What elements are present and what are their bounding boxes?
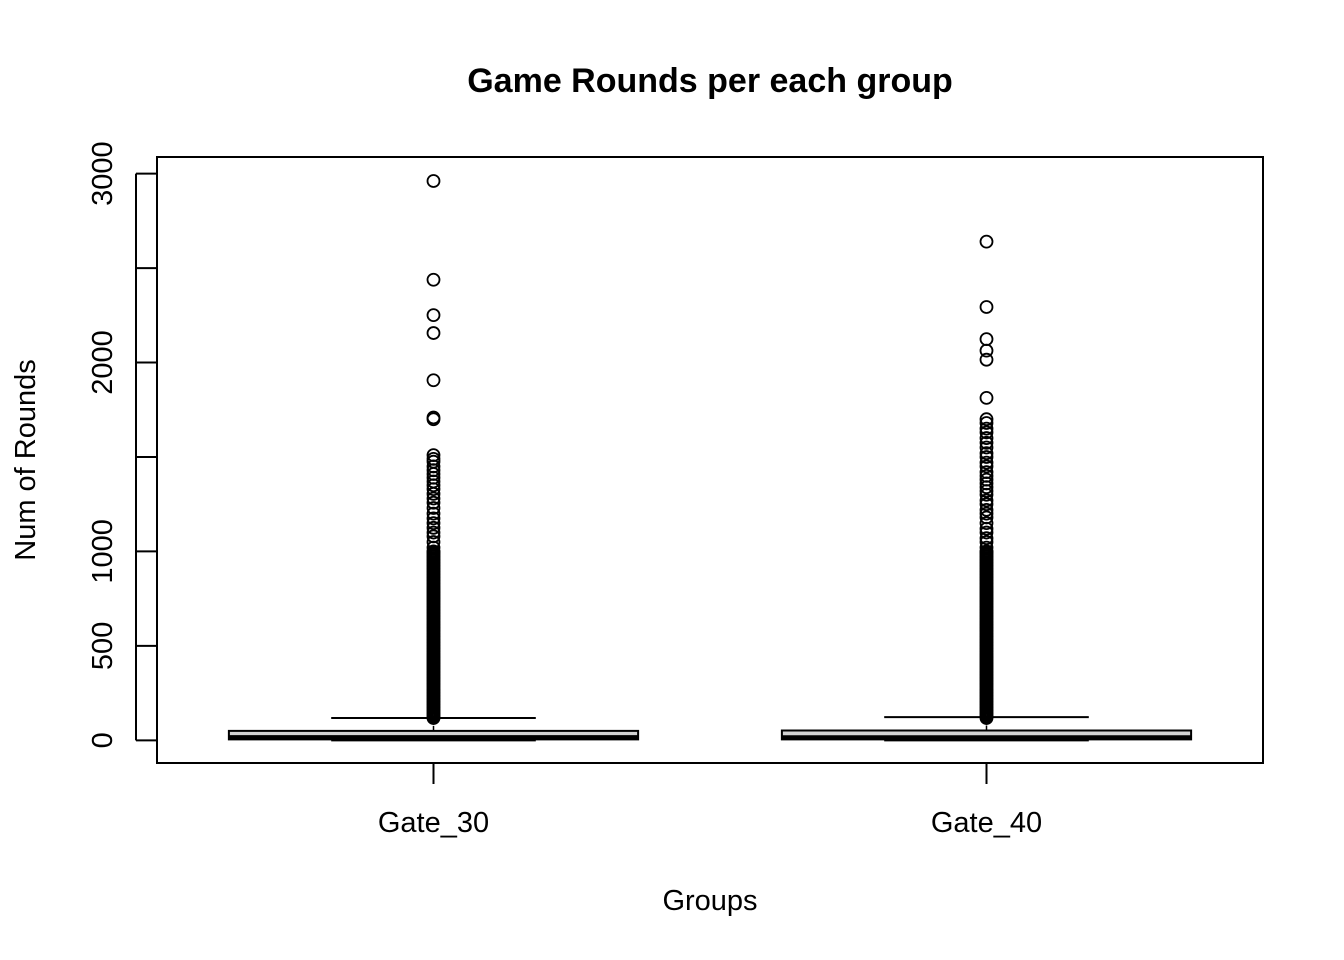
box-Gate_30 xyxy=(227,174,640,742)
outlier-point xyxy=(979,480,994,495)
y-tick-label: 0 xyxy=(87,732,119,748)
outlier-point xyxy=(979,352,994,367)
outlier-point xyxy=(979,300,994,314)
outlier-point xyxy=(979,535,994,549)
y-tick-label: 2000 xyxy=(87,330,119,395)
x-axis: Gate_30 Gate_40 xyxy=(378,763,1042,839)
outlier-point xyxy=(979,446,994,461)
outlier-point xyxy=(426,272,441,287)
chart-title: Game Rounds per each group xyxy=(467,62,953,100)
y-axis-label: Num of Rounds xyxy=(10,359,42,561)
outlier-point xyxy=(426,412,441,427)
y-tick-label: 3000 xyxy=(87,141,119,206)
outlier-point xyxy=(979,421,994,436)
outlier-point xyxy=(426,544,441,559)
outlier-point xyxy=(979,435,994,450)
outlier-point xyxy=(979,516,994,530)
outlier-point xyxy=(426,540,441,555)
outlier-point xyxy=(979,544,994,559)
outlier-point xyxy=(979,390,994,405)
outlier-point xyxy=(979,416,994,430)
outlier-point xyxy=(979,332,994,347)
box-iqr xyxy=(780,729,1193,741)
outlier-point xyxy=(979,531,994,546)
outlier-point xyxy=(979,450,994,464)
outlier-point xyxy=(426,478,441,493)
outlier-point xyxy=(979,506,994,521)
outlier-point xyxy=(979,425,994,440)
outlier-point xyxy=(979,459,994,474)
outlier-point xyxy=(979,484,994,498)
outlier-point xyxy=(426,491,441,506)
boxes-layer xyxy=(227,174,1193,742)
outlier-point xyxy=(979,525,994,540)
outlier-point xyxy=(979,521,994,536)
outlier-point xyxy=(426,501,441,515)
outlier-point xyxy=(426,174,441,188)
outlier-point xyxy=(426,495,441,510)
outlier-point xyxy=(426,535,441,549)
outlier-point xyxy=(426,525,441,540)
outlier-point xyxy=(426,486,441,501)
y-axis: 0 500 1000 2000 3000 xyxy=(87,141,157,748)
outlier-point xyxy=(979,493,994,508)
box-Gate_40 xyxy=(780,234,1193,742)
outlier-point xyxy=(426,373,441,388)
outlier-point xyxy=(979,540,994,555)
outlier-point xyxy=(979,343,994,358)
outlier-point xyxy=(426,482,441,496)
outlier-point xyxy=(979,440,994,455)
plot-frame xyxy=(156,156,1264,764)
y-tick-label: 1000 xyxy=(87,519,119,584)
outlier-point xyxy=(426,506,441,521)
outlier-point xyxy=(979,497,994,512)
outlier-point xyxy=(979,431,994,445)
outlier-point xyxy=(979,502,994,517)
x-tick-label: Gate_30 xyxy=(378,807,489,839)
outlier-point xyxy=(979,234,994,249)
x-tick-label: Gate_40 xyxy=(931,807,1042,839)
outlier-point xyxy=(979,487,994,502)
outlier-point xyxy=(979,412,994,427)
outlier-point xyxy=(426,511,441,526)
outlier-point xyxy=(426,326,441,340)
outlier-point xyxy=(426,308,441,323)
y-tick-label: 500 xyxy=(87,622,119,670)
outlier-point xyxy=(979,455,994,470)
x-axis-label: Groups xyxy=(662,885,757,917)
outlier-point xyxy=(426,520,441,535)
outlier-point xyxy=(426,516,441,530)
